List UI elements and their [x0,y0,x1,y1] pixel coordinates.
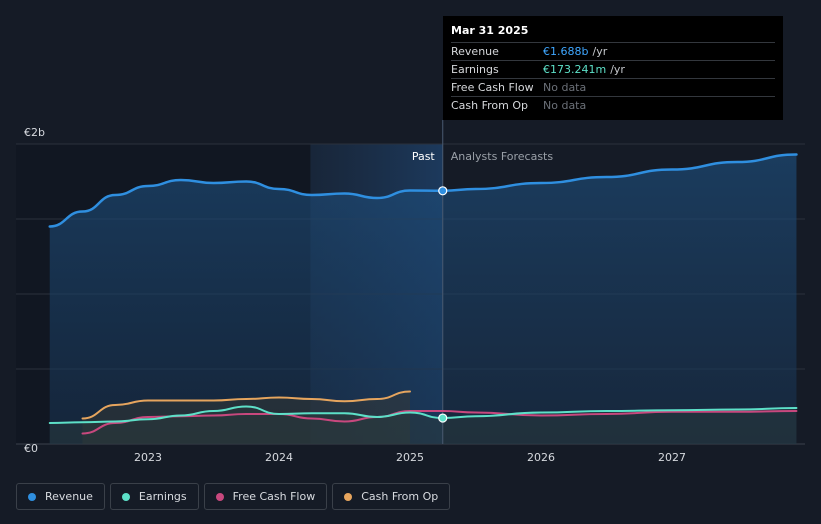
x-tick-label: 2026 [527,451,555,464]
forecast-label: Analysts Forecasts [451,150,554,163]
x-tick-label: 2027 [658,451,686,464]
tooltip-row-free-cash-flow: Free Cash Flow No data [451,78,775,96]
past-label: Past [412,150,436,163]
data-tooltip: Mar 31 2025 Revenue €1.688b /yr Earnings… [443,16,783,120]
y-tick-label: €2b [24,126,45,139]
legend-label: Free Cash Flow [232,490,316,503]
legend-dot-icon [344,492,353,501]
x-tick-label: 2024 [265,451,293,464]
tooltip-row-earnings: Earnings €173.241m /yr [451,60,775,78]
tooltip-label: Revenue [451,45,499,58]
tooltip-unit: /yr [610,63,625,76]
revenue-area [49,154,797,444]
tooltip-label: Earnings [451,63,499,76]
legend-item-cash-from-op[interactable]: Cash From Op [332,483,451,510]
tooltip-label: Free Cash Flow [451,81,534,94]
tooltip-unit: /yr [592,45,608,58]
x-tick-label: 2025 [396,451,424,464]
tooltip-value: €1.688b [543,45,589,58]
legend-dot-icon [121,492,130,501]
tooltip-row-cash-from-op: Cash From Op No data [451,96,775,114]
y-tick-label: €0 [24,442,38,455]
tooltip-value: No data [543,81,587,94]
tooltip-date: Mar 31 2025 [451,24,529,37]
legend-item-revenue[interactable]: Revenue [16,483,105,510]
revenue-line [48,153,798,228]
legend-dot-icon [28,492,36,501]
legend-label: Revenue [45,490,93,503]
earnings-area [49,406,797,444]
legend-label: Earnings [138,490,187,503]
earnings-line [48,405,798,424]
legend-label: Cash From Op [361,490,439,503]
legend-item-free-cash-flow[interactable]: Free Cash Flow [203,483,328,510]
cash-from-op-line [81,390,411,420]
tooltip-value: €173.241m [543,63,607,76]
legend-dot-icon [215,492,224,501]
tooltip-row-revenue: Revenue €1.688b /yr [451,42,775,60]
chart-legend: Revenue Earnings Free Cash Flow Cash Fro… [16,483,455,510]
x-tick-label: 2023 [134,451,162,464]
tooltip-value: No data [543,99,587,112]
earnings-marker [438,413,448,423]
revenue-marker [438,186,448,196]
tooltip-label: Cash From Op [451,99,529,112]
legend-item-earnings[interactable]: Earnings [109,483,199,510]
